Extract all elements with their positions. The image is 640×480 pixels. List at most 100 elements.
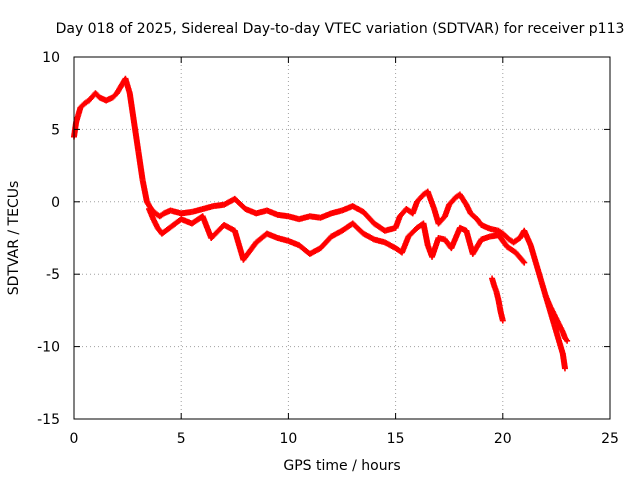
series-trace-segment xyxy=(190,206,205,215)
series-trace-segment xyxy=(551,323,562,341)
series-trace-segment xyxy=(139,178,150,204)
series-trace-segment xyxy=(555,337,566,356)
series-trace-segment xyxy=(513,250,527,265)
series-trace-segment xyxy=(276,235,290,244)
series-trace-segment xyxy=(78,101,87,110)
series-trace-segment xyxy=(209,223,227,240)
series-trace-segment xyxy=(543,294,553,308)
series-trace-segment xyxy=(351,203,366,215)
series-trace-segment xyxy=(507,237,516,245)
series-trace-segment xyxy=(498,310,505,318)
series-trace-segment xyxy=(135,149,146,182)
series-trace-segment xyxy=(146,207,156,221)
series-trace-segment xyxy=(232,229,246,262)
series-trace-segment xyxy=(297,213,312,222)
series-trace-segment xyxy=(153,211,162,219)
series-trace-segment xyxy=(232,196,248,212)
series-trace-segment xyxy=(556,321,566,334)
series-trace-segment xyxy=(563,336,570,343)
series-trace-segment xyxy=(521,229,534,247)
series-trace-segment xyxy=(489,276,497,288)
series-trace-segment xyxy=(350,221,366,236)
series-trace-segment xyxy=(393,214,403,230)
series-trace-segment xyxy=(479,222,490,231)
series-trace-segment xyxy=(329,207,344,216)
series-trace-segment xyxy=(276,212,290,220)
x-tick-label: 20 xyxy=(494,431,512,447)
series-trace-segment xyxy=(160,217,183,236)
series-trace-segment xyxy=(551,313,561,325)
series-trace-segment xyxy=(495,298,503,308)
series-trace-segment xyxy=(488,232,501,240)
series-trace-segment xyxy=(442,203,452,218)
series-trace-segment xyxy=(470,237,484,256)
series-trace-segment xyxy=(75,106,84,117)
series-trace-segment xyxy=(83,98,91,106)
series-trace-segment xyxy=(415,192,426,204)
series-trace-segment xyxy=(474,217,484,227)
x-tick-label: 25 xyxy=(601,431,619,447)
y-tick-label: 10 xyxy=(42,50,60,66)
x-axis-label: GPS time / hours xyxy=(283,458,400,474)
plot-frame xyxy=(73,56,611,420)
series-1 xyxy=(146,206,528,266)
axis-ticks: 0 5 10 15 20 25 -15 -10 -5 0 5 10 xyxy=(37,50,619,447)
series-trace-segment xyxy=(560,330,568,340)
series-trace-segment xyxy=(73,113,81,124)
x-tick-label: 0 xyxy=(70,431,79,447)
series-trace-segment xyxy=(286,238,301,248)
series-trace-segment xyxy=(329,228,344,239)
x-tick-label: 15 xyxy=(387,431,405,447)
series-trace-segment xyxy=(383,240,398,251)
series-trace-segment xyxy=(425,190,437,211)
series-trace-segment xyxy=(179,209,194,217)
y-tick-label: 0 xyxy=(51,195,60,211)
series-trace-segment xyxy=(372,236,387,245)
series-trace-segment xyxy=(486,225,494,232)
y-axis-label: SDTVAR / TECUs xyxy=(6,181,22,296)
series-trace-segment xyxy=(500,231,512,242)
chart-title: Day 018 of 2025, Sidereal Day-to-day VTE… xyxy=(56,21,625,37)
series-3 xyxy=(542,292,571,344)
series-trace-segment xyxy=(457,192,469,207)
series-trace-segment xyxy=(420,221,431,247)
series-trace-segment xyxy=(436,214,447,226)
series-trace-segment xyxy=(222,222,237,234)
series-trace-segment xyxy=(122,77,133,95)
series-trace-segment xyxy=(511,235,522,245)
series-trace-segment xyxy=(114,84,124,95)
y-tick-label: -5 xyxy=(46,267,60,283)
series-trace-segment xyxy=(110,91,119,100)
series-trace-segment xyxy=(532,258,544,283)
series-trace-segment xyxy=(318,234,334,251)
series-trace-segment xyxy=(241,240,259,262)
series-trace-segment xyxy=(104,95,115,103)
series-trace-segment xyxy=(406,225,419,239)
series-trace-segment xyxy=(560,352,568,370)
series-trace-segment xyxy=(399,235,411,255)
series-trace-segment xyxy=(158,211,166,219)
series-trace-segment xyxy=(361,231,376,242)
series-trace-segment xyxy=(490,226,500,234)
series-trace-segment xyxy=(528,243,538,262)
series-trace-segment xyxy=(421,189,430,197)
series-trace-segment xyxy=(410,200,420,215)
series-trace-segment xyxy=(126,91,137,124)
series-trace-segment xyxy=(308,245,323,257)
series-trace-segment xyxy=(499,314,506,323)
series-trace-segment xyxy=(458,225,469,234)
series-layer xyxy=(71,75,571,372)
series-trace-segment xyxy=(383,225,398,234)
series-trace-segment xyxy=(447,195,458,207)
series-trace-segment xyxy=(361,209,377,226)
series-trace-segment xyxy=(437,235,447,243)
series-trace-segment xyxy=(448,226,463,250)
series-trace-segment xyxy=(454,192,462,200)
series-trace-segment xyxy=(496,304,504,314)
series-trace-segment xyxy=(93,91,102,100)
y-tick-label: -15 xyxy=(37,412,60,428)
series-trace-segment xyxy=(211,201,226,209)
series-trace-segment xyxy=(318,210,333,221)
x-tick-label: 10 xyxy=(279,431,297,447)
